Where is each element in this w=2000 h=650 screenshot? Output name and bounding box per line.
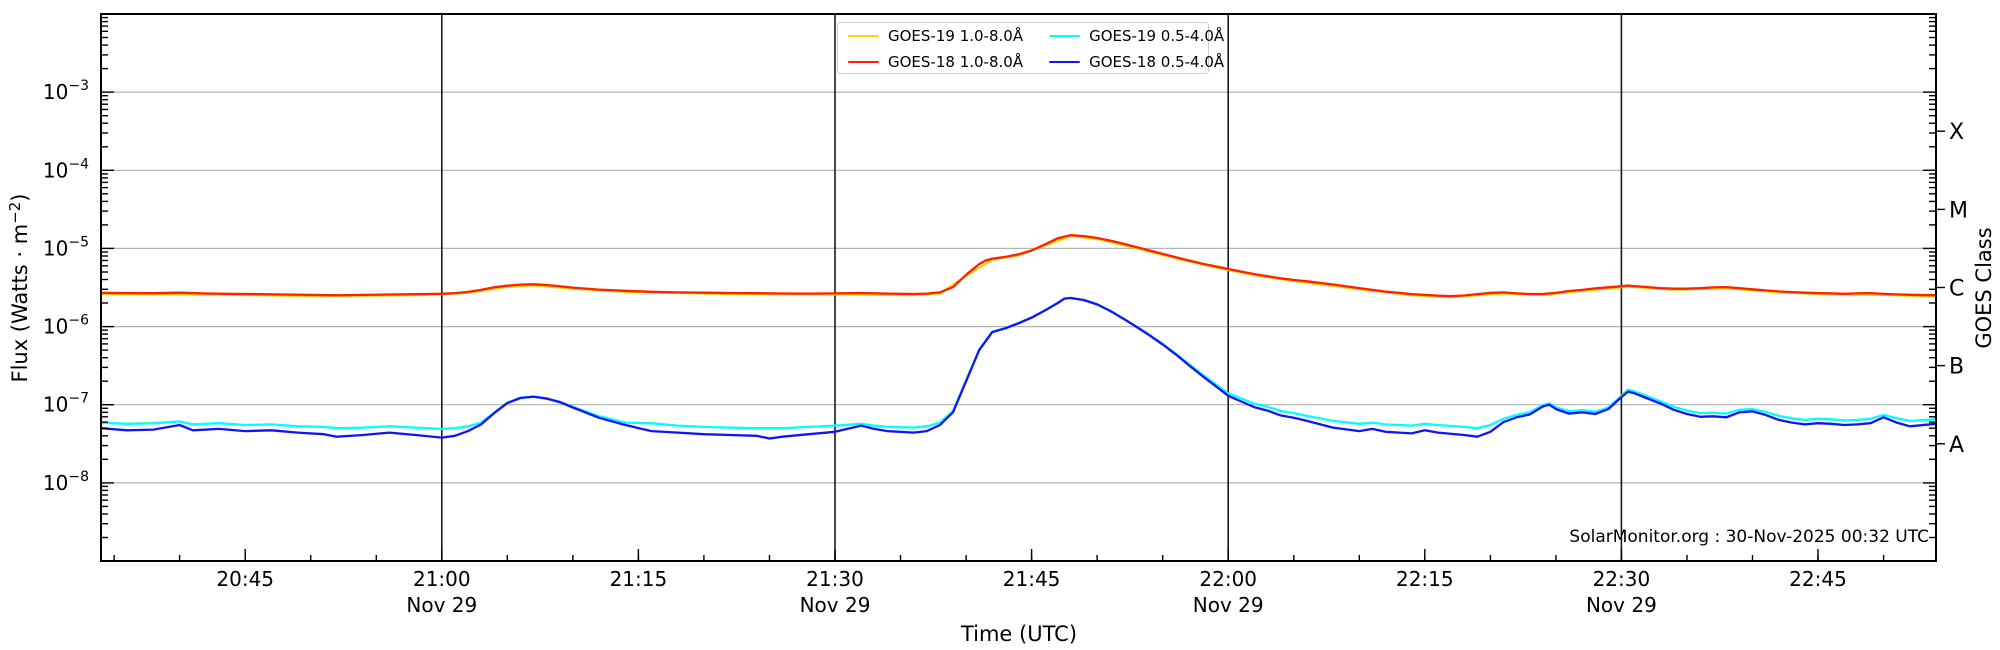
svg-text:21:00: 21:00 [413, 567, 471, 591]
svg-text:21:45: 21:45 [1003, 567, 1061, 591]
right-axis-title: GOES Class [1972, 227, 1996, 348]
svg-text:B: B [1949, 355, 1964, 380]
series-group [101, 233, 1936, 440]
svg-text:X: X [1949, 120, 1964, 145]
svg-text:10−5: 10−5 [43, 234, 89, 260]
svg-text:21:15: 21:15 [610, 567, 668, 591]
svg-text:C: C [1949, 277, 1964, 302]
legend-label: GOES-19 1.0-8.0Å [888, 27, 1024, 45]
legend-line-swatch [848, 34, 879, 38]
y-tick-labels: 10−3 10−4 10−5 10−6 10−7 10−8 [43, 78, 89, 495]
legend-label: GOES-19 0.5-4.0Å [1089, 27, 1225, 45]
x-axis-ticks [113, 549, 1885, 561]
legend-label: GOES-18 0.5-4.0Å [1089, 53, 1225, 71]
svg-text:10−7: 10−7 [43, 391, 89, 417]
svg-text:A: A [1949, 433, 1964, 458]
svg-text:22:45: 22:45 [1789, 567, 1847, 591]
day-sublabel: Nov 29 [1193, 593, 1264, 617]
y-axis-ticks [101, 16, 1936, 539]
svg-text:20:45: 20:45 [216, 567, 274, 591]
day-sublabel: Nov 29 [1586, 593, 1657, 617]
svg-text:21:30: 21:30 [806, 567, 864, 591]
svg-text:M: M [1949, 198, 1968, 223]
legend-line-swatch [1049, 60, 1081, 64]
svg-text:10−8: 10−8 [43, 469, 89, 495]
series-goes-18-1-0-8-0- [101, 233, 1936, 298]
series-goes-18-0-5-4-0- [101, 296, 1936, 440]
horizontal-gridlines [101, 91, 1936, 484]
legend-label: GOES-18 1.0-8.0Å [888, 53, 1024, 71]
series-goes-19-0-5-4-0- [101, 296, 1936, 431]
legend-line-swatch [848, 60, 879, 64]
day-sublabel: Nov 29 [406, 593, 477, 617]
legend-line-swatch [1049, 34, 1081, 38]
legend-item-goes-19-1-0-8-0-: GOES-19 1.0-8.0Å [848, 27, 1023, 45]
day-boundary-lines [440, 14, 1623, 561]
legend-item-goes-18-1-0-8-0-: GOES-18 1.0-8.0Å [848, 53, 1023, 71]
goes-class-labels: X M C B A [1949, 120, 1968, 458]
svg-text:22:00: 22:00 [1199, 567, 1257, 591]
svg-text:10−3: 10−3 [43, 78, 89, 104]
day-sublabel: Nov 29 [800, 593, 871, 617]
svg-text:22:15: 22:15 [1396, 567, 1454, 591]
svg-text:22:30: 22:30 [1593, 567, 1651, 591]
y-axis-title: Flux (Watts · m−2) [6, 193, 32, 382]
goes-class-ticks [1936, 130, 1945, 445]
source-annotation: SolarMonitor.org : 30-Nov-2025 00:32 UTC [1569, 527, 1929, 547]
svg-text:10−6: 10−6 [43, 313, 89, 339]
x-tick-labels: 20:45 21:00 21:15 21:30 21:45 22:00 22:15 22:30… [216, 567, 1846, 617]
svg-text:10−4: 10−4 [43, 156, 89, 182]
chart-legend: GOES-19 1.0-8.0Å GOES-18 1.0-8.0Å GOES-19 … [837, 22, 1224, 74]
legend-item-goes-18-0-5-4-0-: GOES-18 0.5-4.0Å [1049, 53, 1224, 71]
x-axis-title: Time (UTC) [960, 622, 1077, 646]
legend-item-goes-19-0-5-4-0-: GOES-19 0.5-4.0Å [1049, 27, 1224, 45]
